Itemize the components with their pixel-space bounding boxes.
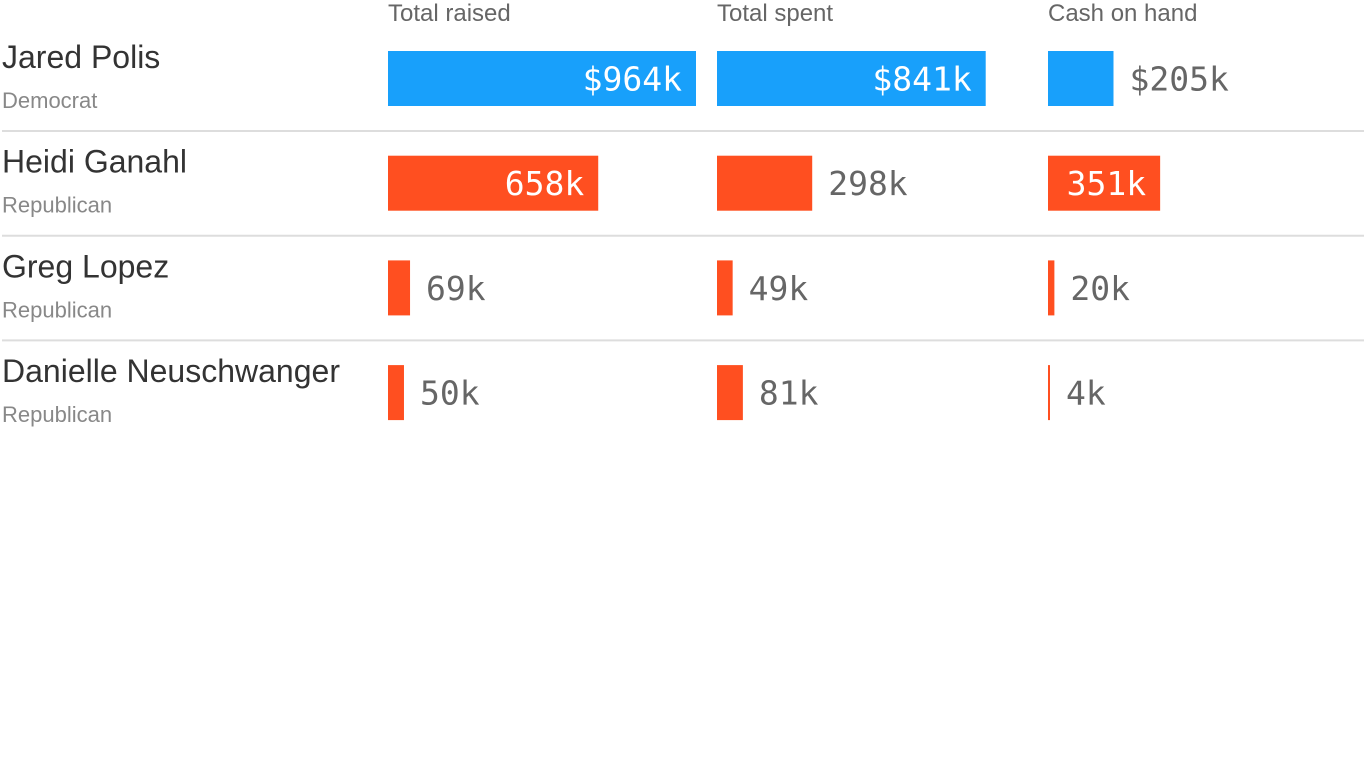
bar [1048, 51, 1114, 106]
candidate-name: Heidi Ganahl [2, 144, 187, 180]
data-label: $841k [872, 60, 971, 99]
data-label: 81k [759, 374, 819, 413]
bar [717, 51, 986, 106]
data-label: 49k [749, 269, 809, 308]
data-label: 4k [1066, 374, 1106, 413]
candidate-party: Democrat [2, 88, 97, 113]
bar [388, 260, 411, 316]
data-label: $964k [583, 60, 682, 99]
data-label: 50k [420, 374, 480, 413]
candidate-name: Danielle Neuschwanger [2, 353, 340, 389]
bar [388, 365, 404, 421]
candidate-party: Republican [2, 193, 112, 218]
candidate-name: Greg Lopez [2, 248, 169, 284]
bar [717, 365, 743, 421]
bar [388, 155, 599, 211]
data-label: 69k [426, 269, 486, 308]
candidate-party: Republican [2, 402, 112, 427]
data-label: 298k [828, 164, 908, 203]
column-header: Total raised [388, 0, 511, 27]
data-label: $205k [1129, 60, 1228, 99]
bar [388, 51, 696, 106]
bar [1048, 365, 1050, 421]
data-label: 351k [1067, 164, 1147, 203]
bar [717, 155, 813, 211]
candidate-party: Republican [2, 297, 112, 322]
data-label: 20k [1070, 269, 1130, 308]
column-header: Total spent [717, 0, 833, 27]
data-label: 658k [505, 164, 585, 203]
candidate-name: Jared Polis [2, 39, 160, 75]
bar [717, 260, 733, 316]
column-header: Cash on hand [1048, 0, 1197, 27]
bar [1048, 155, 1161, 211]
bar [1048, 260, 1055, 316]
